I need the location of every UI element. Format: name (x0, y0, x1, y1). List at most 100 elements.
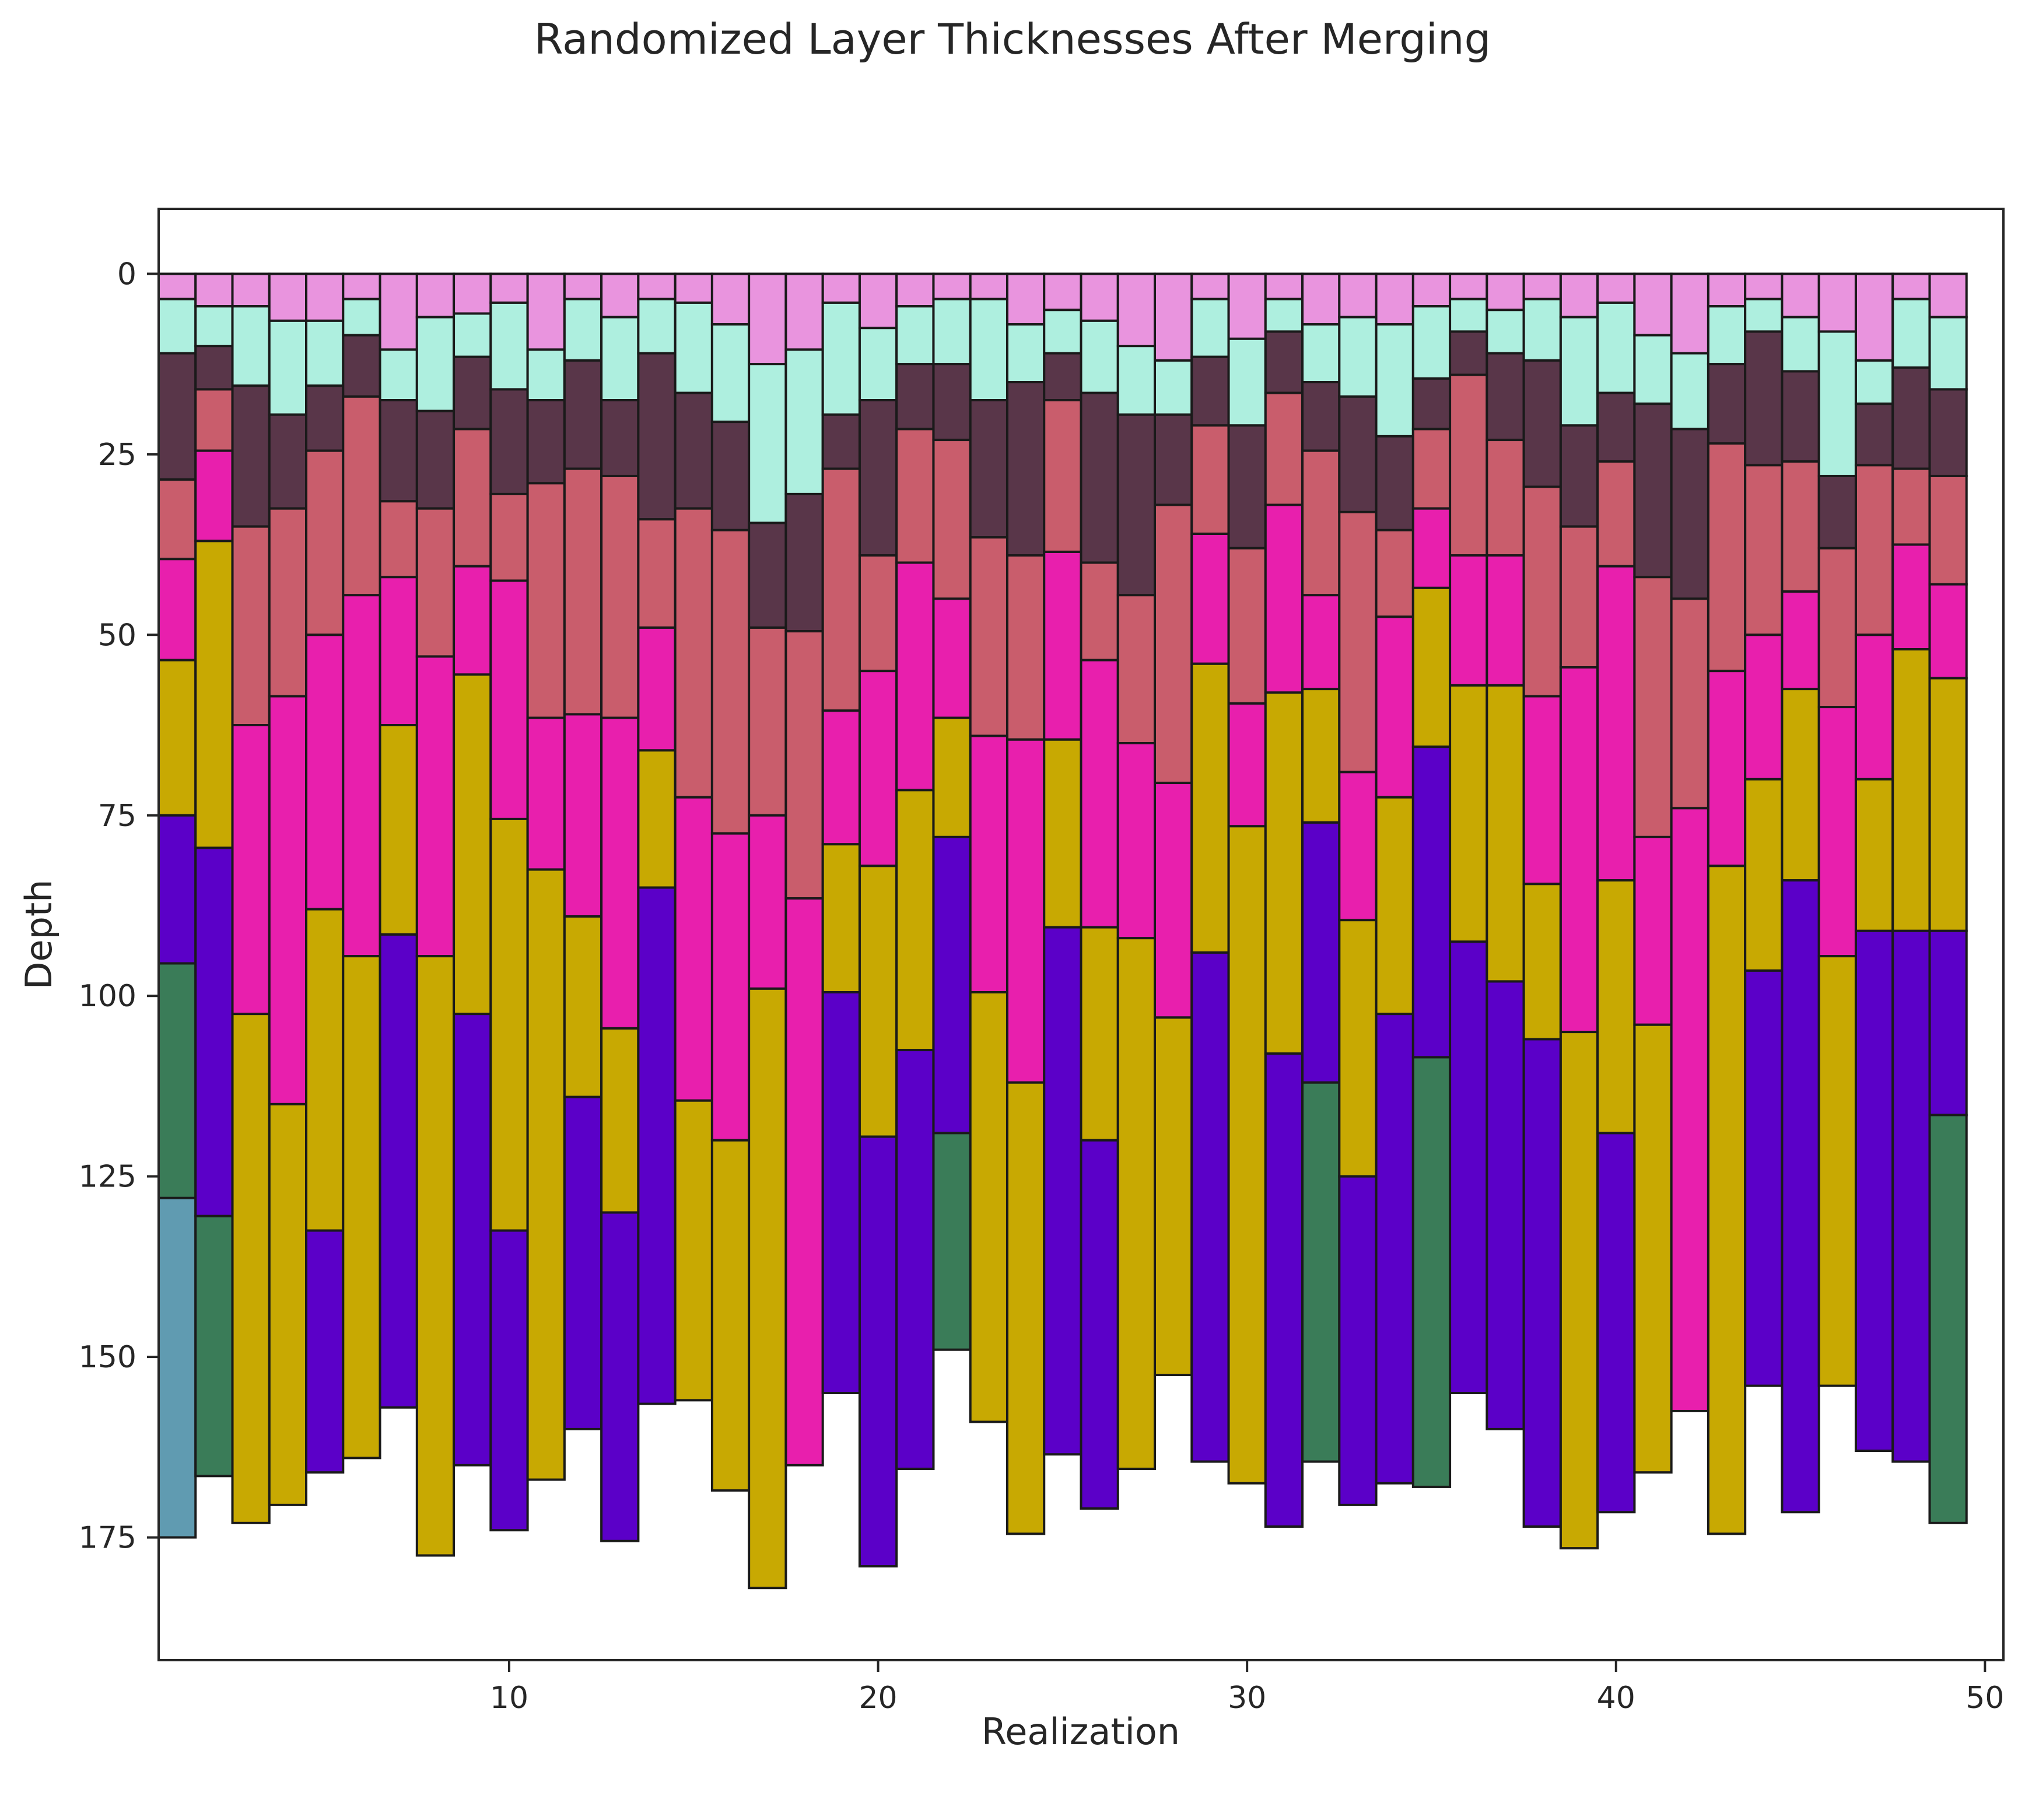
layer-segment-r42-l3 (1670, 428, 1709, 600)
layer-segment-r41-l4 (1633, 576, 1673, 838)
y-tick-label: 125 (79, 1160, 136, 1195)
layer-segment-r21-l1 (895, 272, 935, 308)
layer-segment-r39-l1 (1559, 272, 1599, 318)
layer-segment-r11-l4 (526, 482, 566, 719)
layer-segment-r49-l3 (1928, 388, 1968, 477)
layer-segment-r8-l3 (415, 410, 456, 510)
y-tick-label: 150 (79, 1340, 136, 1375)
layer-segment-r44-l1 (1744, 272, 1784, 300)
layer-segment-r16-l4 (710, 528, 751, 835)
layer-segment-r24-l6 (1006, 1081, 1046, 1535)
layer-segment-r20-l3 (858, 399, 898, 557)
layer-segment-r21-l6 (895, 789, 935, 1052)
layer-segment-r42-l5 (1670, 807, 1709, 1412)
layer-segment-r38-l4 (1522, 485, 1562, 698)
layer-segment-r8-l5 (415, 655, 456, 958)
layer-segment-r9-l4 (453, 428, 492, 568)
layer-segment-r35-l2 (1411, 305, 1452, 380)
layer-segment-r1-l5 (157, 558, 197, 662)
layer-segment-r17-l5 (748, 814, 787, 990)
layer-segment-r45-l2 (1781, 316, 1820, 373)
layer-segment-r40-l4 (1596, 460, 1636, 568)
layer-segment-r21-l3 (895, 363, 935, 430)
layer-segment-r32-l5 (1301, 594, 1341, 691)
layer-segment-r4-l5 (268, 695, 308, 1105)
layer-segment-r19-l3 (821, 413, 861, 470)
layer-segment-r17-l6 (748, 987, 787, 1590)
layer-segment-r22-l6 (932, 716, 972, 838)
layer-segment-r48-l1 (1891, 272, 1931, 300)
layer-segment-r45-l6 (1781, 688, 1820, 882)
layer-segment-r43-l5 (1707, 670, 1747, 867)
layer-segment-r38-l5 (1522, 695, 1562, 886)
layer-segment-r29-l1 (1190, 272, 1230, 300)
layer-segment-r25-l2 (1043, 309, 1082, 355)
layer-segment-r38-l7 (1522, 1038, 1562, 1528)
layer-segment-r32-l3 (1301, 381, 1341, 452)
y-tick-label: 50 (98, 618, 136, 653)
layer-segment-r11-l1 (526, 272, 566, 351)
layer-segment-r42-l2 (1670, 352, 1709, 430)
layer-segment-r4-l3 (268, 413, 308, 510)
layer-segment-r26-l3 (1080, 391, 1119, 564)
layer-segment-r48-l4 (1891, 467, 1931, 546)
layer-segment-r18-l2 (784, 348, 824, 495)
layer-segment-r10-l2 (489, 301, 529, 391)
layer-segment-r28-l3 (1154, 413, 1193, 506)
layer-segment-r22-l5 (932, 597, 972, 719)
layer-segment-r8-l6 (415, 955, 456, 1557)
layer-segment-r49-l4 (1928, 474, 1968, 586)
layer-segment-r2-l6 (194, 540, 234, 849)
layer-segment-r34-l7 (1375, 1013, 1414, 1485)
layer-segment-r15-l3 (674, 391, 713, 510)
layer-segment-r36-l6 (1449, 684, 1488, 943)
layer-segment-r29-l3 (1190, 355, 1230, 427)
layer-segment-r23-l6 (969, 991, 1008, 1423)
y-tick-label: 25 (98, 438, 136, 473)
layer-segment-r12-l7 (563, 1096, 603, 1430)
layer-segment-r20-l6 (858, 864, 898, 1138)
layer-segment-r43-l2 (1707, 305, 1747, 366)
layer-segment-r43-l4 (1707, 442, 1747, 673)
layer-segment-r27-l6 (1116, 937, 1157, 1470)
layer-segment-r40-l5 (1596, 565, 1636, 882)
layer-segment-r30-l3 (1227, 424, 1267, 550)
layer-segment-r39-l5 (1559, 666, 1599, 1034)
layer-segment-r44-l7 (1744, 969, 1784, 1387)
x-tick-label: 30 (1228, 1681, 1266, 1716)
layer-segment-r20-l7 (858, 1135, 898, 1568)
layer-segment-r3-l6 (231, 1013, 271, 1524)
layer-segment-r33-l1 (1338, 272, 1378, 318)
layer-segment-r47-l1 (1854, 272, 1894, 362)
layer-segment-r46-l6 (1817, 955, 1857, 1387)
layer-segment-r20-l5 (858, 670, 898, 867)
layer-segment-r30-l2 (1227, 337, 1267, 427)
layer-segment-r40-l2 (1596, 301, 1636, 394)
y-tick-label: 75 (98, 799, 136, 834)
layer-segment-r14-l3 (637, 352, 677, 521)
layer-segment-r34-l2 (1375, 323, 1414, 438)
layer-segment-r32-l7 (1301, 821, 1341, 1084)
layer-segment-r20-l2 (858, 327, 898, 402)
layer-segment-r49-l2 (1928, 316, 1968, 391)
layer-segment-r14-l5 (637, 626, 677, 752)
layer-segment-r18-l3 (784, 492, 824, 633)
layer-segment-r47-l6 (1854, 778, 1894, 932)
layer-segment-r45-l4 (1781, 460, 1820, 593)
layer-segment-r2-l8 (194, 1214, 234, 1478)
layer-segment-r19-l7 (821, 991, 861, 1395)
layer-segment-r19-l5 (821, 709, 861, 846)
layer-segment-r33-l7 (1338, 1175, 1378, 1506)
layer-segment-r5-l3 (305, 384, 345, 452)
layer-segment-r45-l1 (1781, 272, 1820, 318)
layer-segment-r28-l2 (1154, 359, 1193, 416)
layer-segment-r39-l3 (1559, 424, 1599, 528)
layer-segment-r4-l4 (268, 507, 308, 698)
layer-segment-r5-l4 (305, 449, 345, 636)
layer-segment-r25-l7 (1043, 926, 1082, 1456)
layer-segment-r22-l8 (932, 1132, 972, 1351)
layer-segment-r18-l4 (784, 630, 824, 900)
layer-segment-r27-l3 (1116, 413, 1157, 597)
layer-segment-r18-l1 (784, 272, 824, 351)
layer-segment-r9-l6 (453, 673, 492, 1016)
